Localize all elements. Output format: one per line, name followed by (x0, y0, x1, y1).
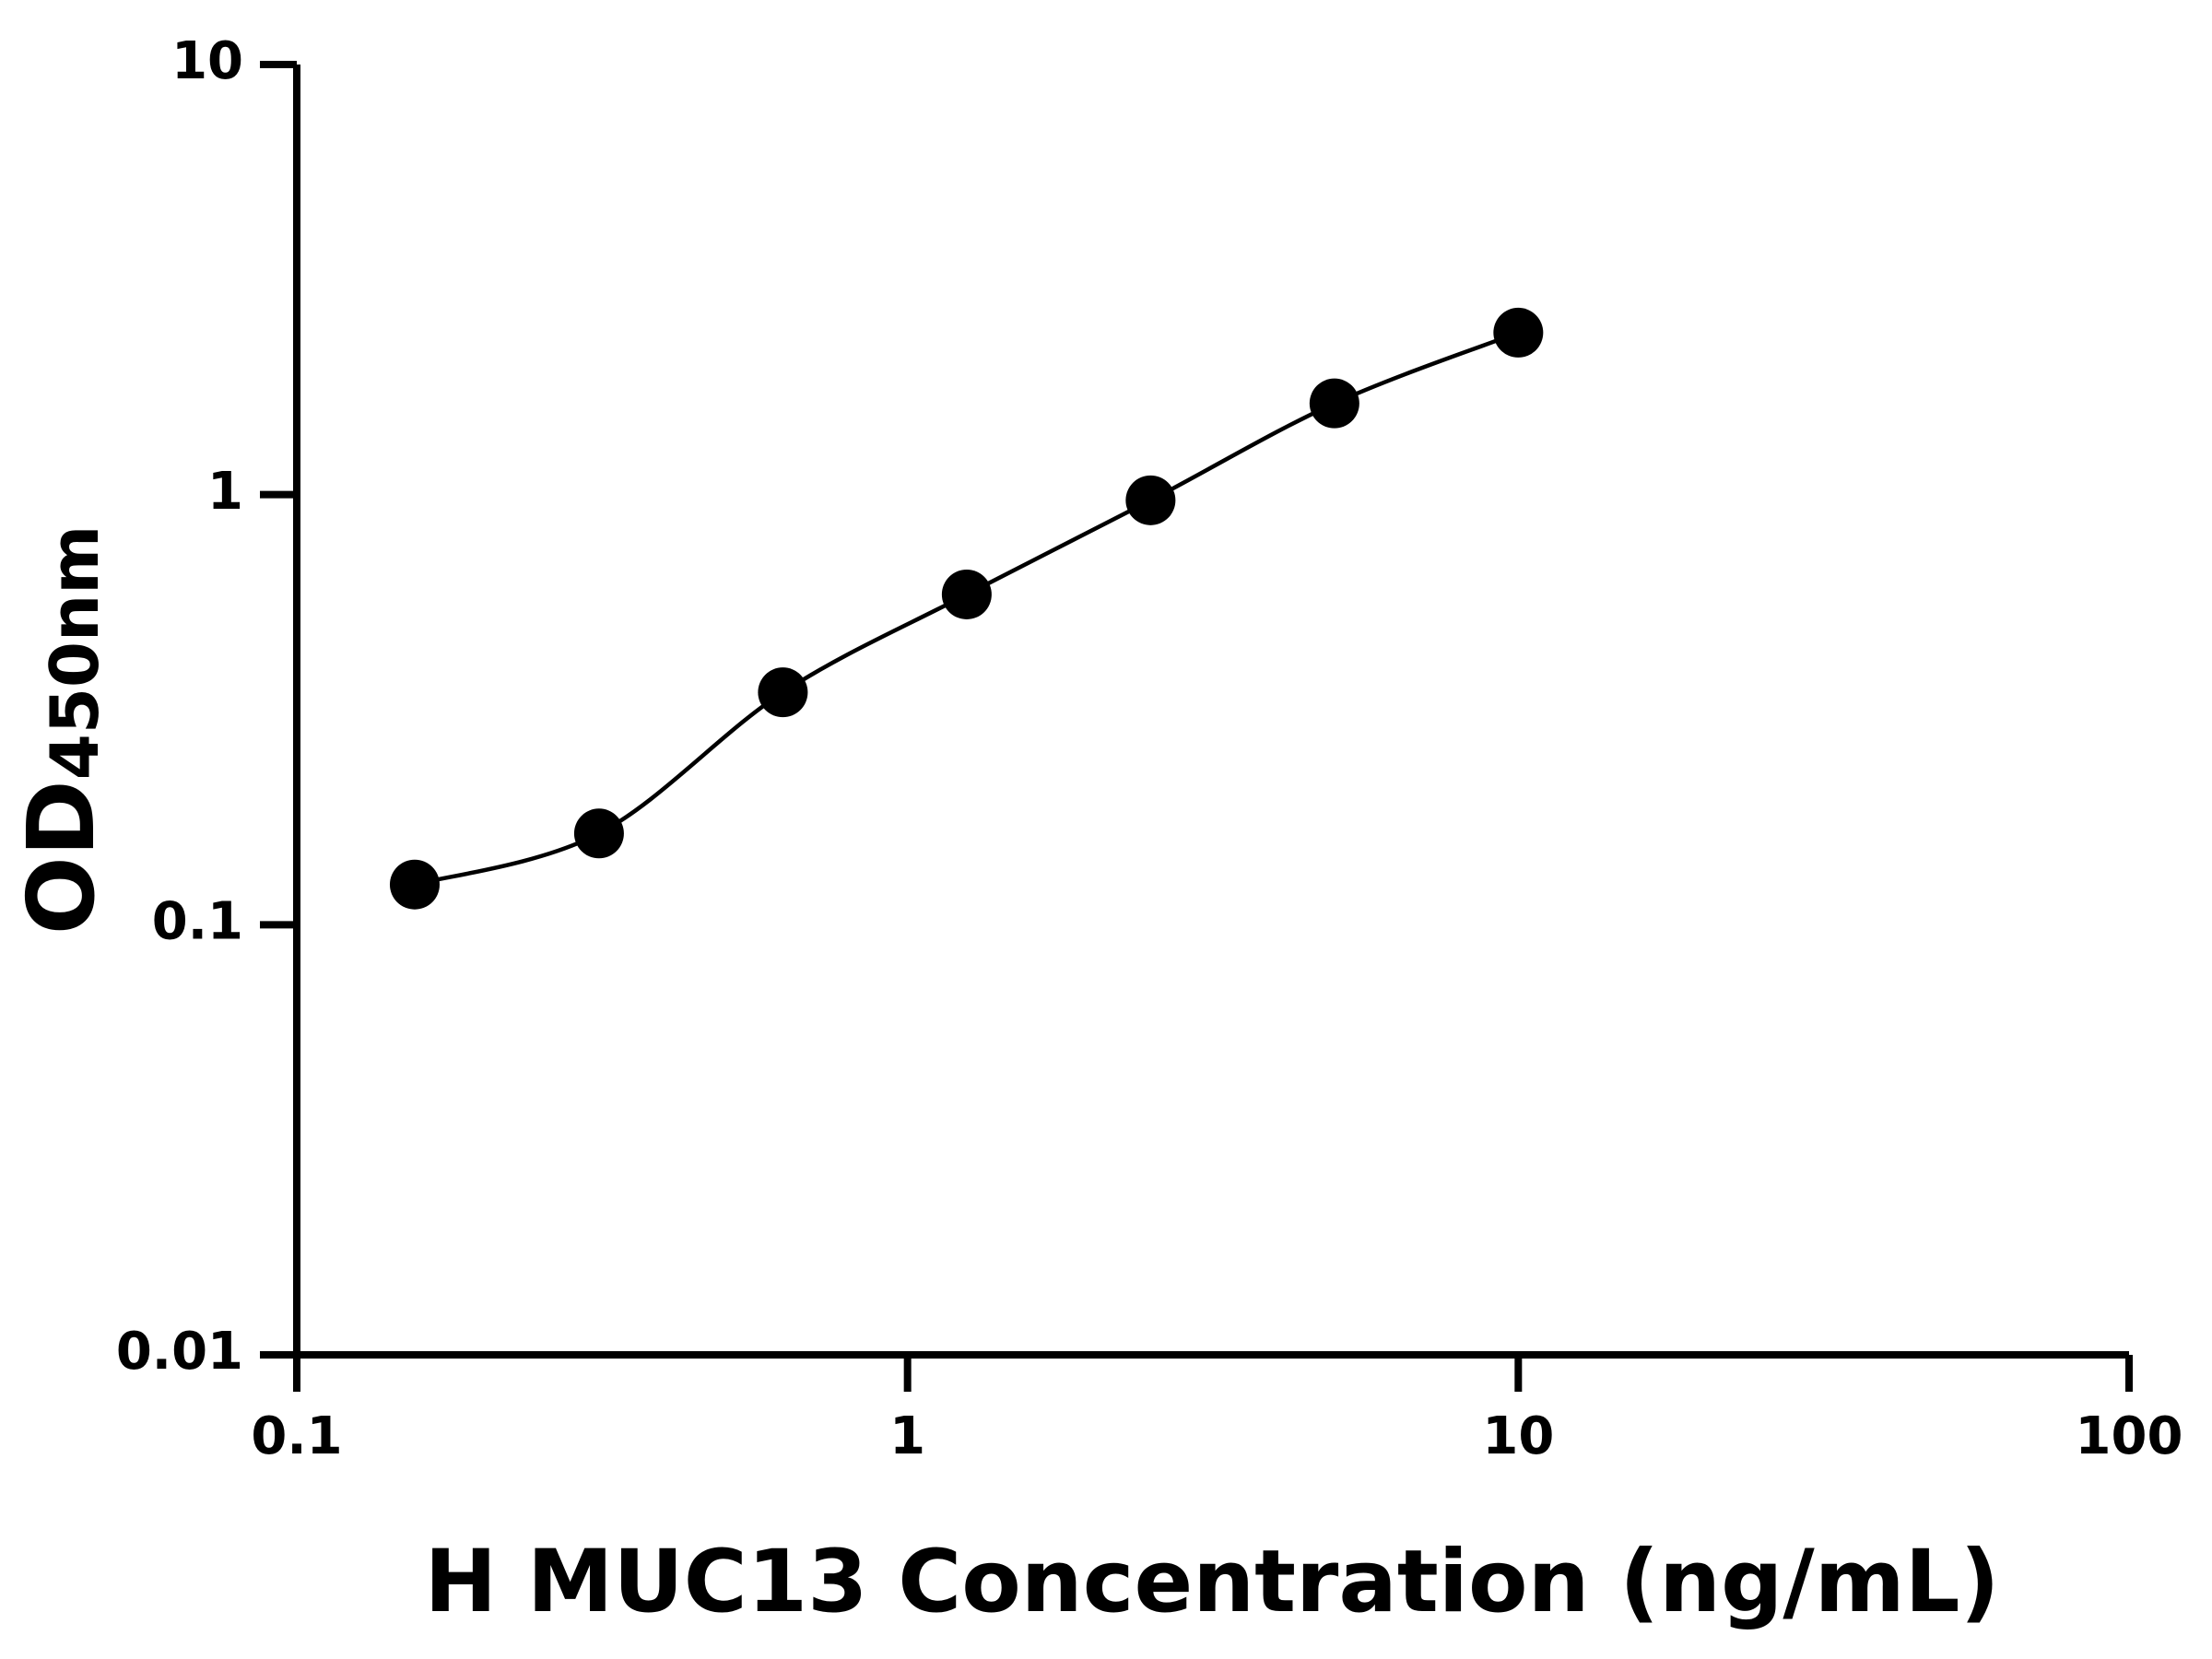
data-point (573, 808, 624, 859)
y-tick-label: 0.01 (116, 1322, 243, 1382)
x-tick-label: 0.1 (251, 1406, 342, 1466)
data-point (1125, 475, 1176, 525)
y-label-main: OD (7, 780, 115, 935)
x-tick-label: 10 (1482, 1406, 1554, 1466)
data-point (1309, 378, 1359, 429)
y-label-sub: 450nm (36, 525, 113, 781)
y-axis-label: OD450nm (7, 525, 115, 935)
y-tick-label: 0.1 (152, 891, 243, 951)
y-tick-label: 10 (171, 31, 243, 91)
data-point (389, 859, 440, 910)
data-point (941, 569, 992, 619)
x-axis-label: H MUC13 Concentration (ng/mL) (424, 1532, 1999, 1632)
data-point (1493, 307, 1544, 358)
data-point (758, 667, 808, 718)
y-tick-label: 1 (207, 462, 243, 522)
x-tick-label: 100 (2076, 1406, 2183, 1466)
x-tick-label: 1 (889, 1406, 925, 1466)
